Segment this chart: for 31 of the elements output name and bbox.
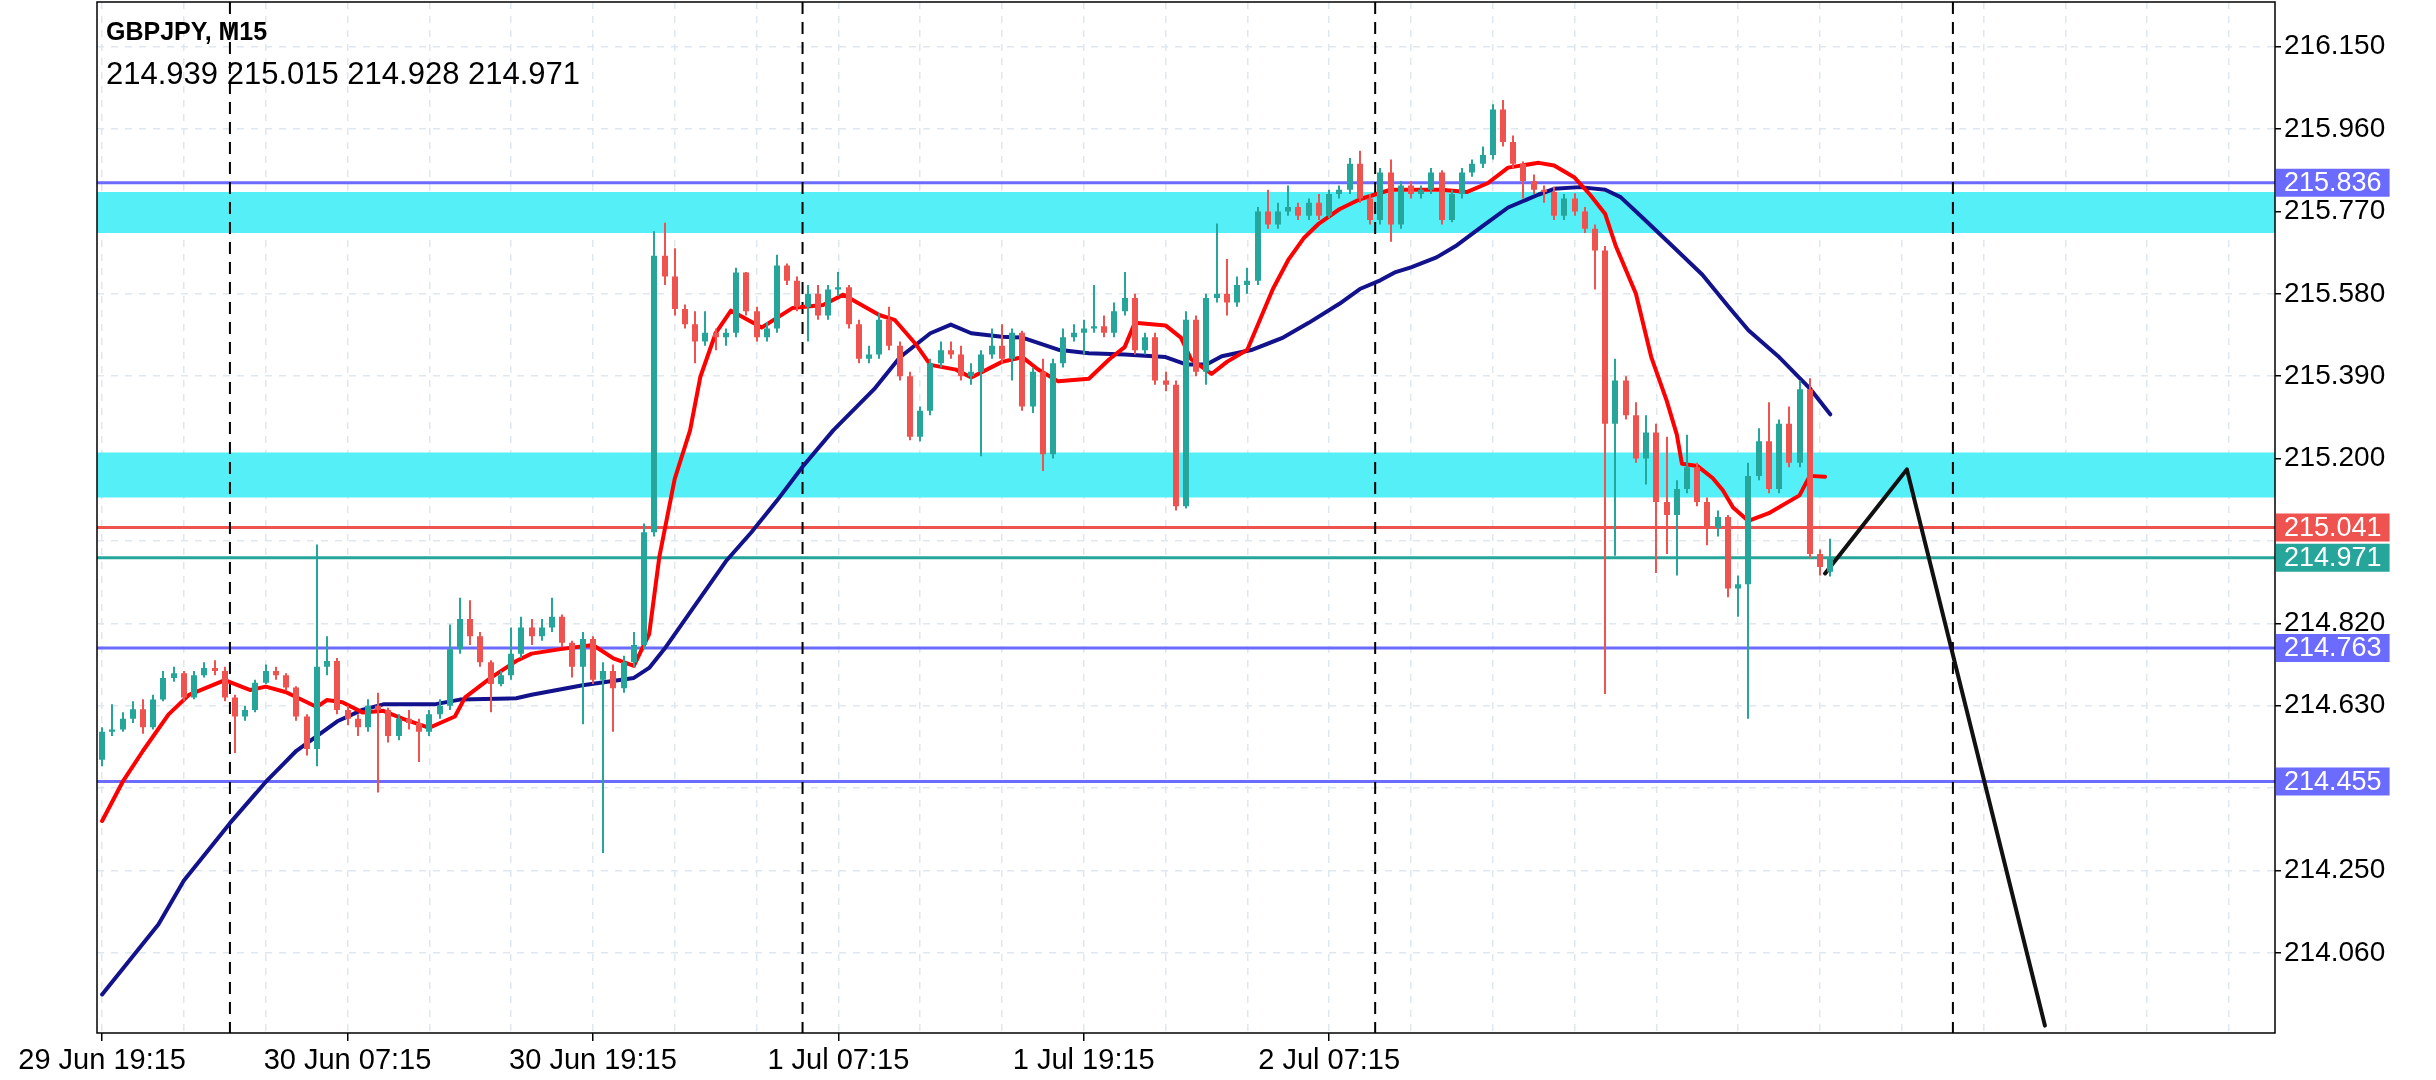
ref-line-label: 215.041 — [2284, 511, 2382, 542]
y-tick-label: 214.250 — [2284, 853, 2386, 885]
ref-line-label: 214.455 — [2284, 765, 2382, 796]
candlestick — [1214, 223, 1220, 303]
x-tick-label: 30 Jun 07:15 — [263, 1043, 432, 1076]
y-tick-label: 214.630 — [2284, 688, 2386, 720]
candlestick — [1081, 319, 1087, 355]
y-tick-label: 216.150 — [2284, 29, 2386, 61]
x-tick-label: 1 Jul 19:15 — [1012, 1043, 1155, 1076]
x-tick-label: 29 Jun 19:15 — [18, 1043, 186, 1076]
candlestick — [109, 704, 115, 737]
candlestick — [324, 636, 330, 676]
x-tick-label: 2 Jul 07:15 — [1258, 1043, 1401, 1076]
text: 214.939 215.015 214.928 214.971 — [106, 55, 581, 91]
candlestick — [1735, 575, 1741, 617]
y-tick-label: 215.200 — [2284, 441, 2386, 473]
ref-line-label: 214.971 — [2284, 542, 2382, 573]
x-tick-label: 1 Jul 07:15 — [767, 1043, 910, 1076]
candlestick — [978, 350, 984, 457]
candlestick — [1541, 185, 1547, 203]
y-tick-label: 215.390 — [2284, 358, 2386, 390]
candlestick — [835, 272, 841, 296]
text: GBPJPY, M15 — [106, 16, 268, 45]
candlestick — [600, 662, 606, 854]
candlestick — [1091, 285, 1097, 333]
y-tick-label: 215.580 — [2284, 276, 2386, 308]
candlestick — [1285, 185, 1291, 216]
y-tick-label: 214.060 — [2284, 935, 2386, 967]
y-tick-label: 215.960 — [2284, 111, 2386, 143]
candlestick — [375, 692, 381, 793]
x-tick-label: 30 Jun 19:15 — [509, 1043, 677, 1076]
